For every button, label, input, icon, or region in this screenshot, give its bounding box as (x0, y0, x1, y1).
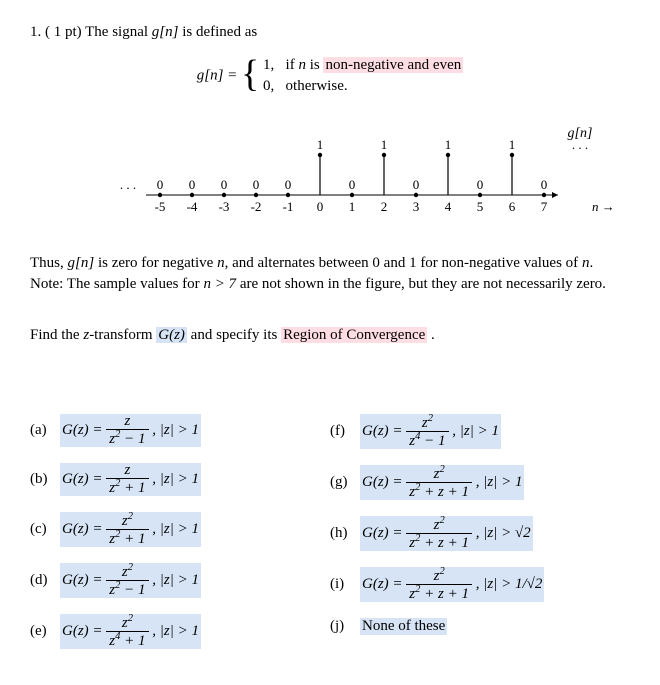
choice-label: (e) (30, 623, 60, 640)
choice-g: (g)G(z) = z2z2 + z + 1 , |z| > 1 (330, 465, 630, 500)
svg-text:0: 0 (317, 199, 324, 214)
svg-text:6: 6 (509, 199, 516, 214)
choice-eq: G(z) = z2z2 + z + 1 , |z| > 1/√2 (360, 567, 544, 602)
svg-text:1: 1 (349, 199, 356, 214)
roc-hl: Region of Convergence (281, 327, 427, 343)
choice-eq: G(z) = zz2 − 1 , |z| > 1 (60, 414, 201, 447)
svg-text:1: 1 (509, 137, 516, 152)
svg-text:1: 1 (317, 137, 324, 152)
svg-text:0: 0 (221, 177, 228, 192)
choice-i: (i)G(z) = z2z2 + z + 1 , |z| > 1/√2 (330, 567, 630, 602)
choice-label: (a) (30, 422, 60, 439)
svg-text:2: 2 (381, 199, 388, 214)
choice-label: (f) (330, 423, 360, 440)
svg-text:0: 0 (157, 177, 164, 192)
problem-number: 1. ( 1 pt) The signal (30, 24, 152, 40)
task-line: Find the z-transform G(z) and specify it… (30, 327, 630, 344)
choice-label: (j) (330, 618, 360, 635)
choice-label: (h) (330, 525, 360, 542)
case1-n: n (298, 57, 306, 73)
defined-as: is defined as (178, 24, 257, 40)
choice-label: (d) (30, 572, 60, 589)
choice-eq: G(z) = z2z2 − 1 , |z| > 1 (60, 563, 201, 598)
svg-text:0: 0 (541, 177, 548, 192)
svg-text:n →: n → (592, 199, 615, 214)
svg-text:0: 0 (285, 177, 292, 192)
choice-label: (b) (30, 471, 60, 488)
svg-text:0: 0 (413, 177, 420, 192)
svg-text:-1: -1 (283, 199, 294, 214)
svg-text:-3: -3 (219, 199, 230, 214)
cases: 1, if n is non-negative and even 0, othe… (263, 55, 463, 97)
case1-val: 1, (263, 57, 274, 73)
svg-text:0: 0 (253, 177, 260, 192)
choice-label: (i) (330, 576, 360, 593)
svg-text:3: 3 (413, 199, 420, 214)
choices-left-col: (a)G(z) = zz2 − 1 , |z| > 1(b)G(z) = zz2… (30, 398, 330, 665)
choice-b: (b)G(z) = zz2 + 1 , |z| > 1 (30, 463, 330, 496)
svg-text:-2: -2 (251, 199, 262, 214)
svg-text:1: 1 (445, 137, 452, 152)
choice-label: (c) (30, 521, 60, 538)
choice-d: (d)G(z) = z2z2 − 1 , |z| > 1 (30, 563, 330, 598)
svg-text:-5: -5 (155, 199, 166, 214)
choice-eq: G(z) = z2z2 + 1 , |z| > 1 (60, 512, 201, 547)
explain-line2: Note: The sample values for n > 7 are no… (30, 276, 630, 293)
gz-hl: G(z) (156, 327, 187, 343)
answer-choices: (a)G(z) = zz2 − 1 , |z| > 1(b)G(z) = zz2… (30, 398, 630, 665)
svg-text:g[n]: g[n] (568, 126, 593, 141)
choice-label: (g) (330, 474, 360, 491)
case2-cond: otherwise. (286, 78, 348, 94)
problem-header: 1. ( 1 pt) The signal g[n] is defined as (30, 24, 630, 41)
svg-text:1: 1 (381, 137, 388, 152)
case1-hl: non-negative and even (323, 57, 463, 73)
svg-text:-4: -4 (187, 199, 198, 214)
explain-line1: Thus, g[n] is zero for negative n, and a… (30, 255, 630, 272)
svg-text:4: 4 (445, 199, 452, 214)
choice-text: None of these (360, 618, 447, 635)
choices-right-col: (f)G(z) = z2z4 − 1 , |z| > 1(g)G(z) = z2… (330, 398, 630, 665)
choice-eq: G(z) = zz2 + 1 , |z| > 1 (60, 463, 201, 496)
case2-val: 0, (263, 78, 274, 94)
signal-name: g[n] (152, 24, 179, 40)
definition-equation: g[n] = { 1, if n is non-negative and eve… (30, 55, 630, 99)
svg-text:0: 0 (349, 177, 356, 192)
svg-text:0: 0 (189, 177, 196, 192)
case1-pre: if (286, 57, 299, 73)
svg-text:7: 7 (541, 199, 548, 214)
choice-eq: G(z) = z2z4 + 1 , |z| > 1 (60, 614, 201, 649)
choice-a: (a)G(z) = zz2 − 1 , |z| > 1 (30, 414, 330, 447)
choice-j: (j)None of these (330, 618, 630, 635)
svg-text:5: 5 (477, 199, 484, 214)
case1-is: is (306, 57, 324, 73)
brace: { (241, 55, 259, 93)
stem-plot: -5-4-3-2-1012345670000000001111. . .. . … (30, 117, 630, 237)
choice-eq: G(z) = z2z2 + z + 1 , |z| > 1 (360, 465, 524, 500)
choice-f: (f)G(z) = z2z4 − 1 , |z| > 1 (330, 414, 630, 449)
choice-eq: G(z) = z2z4 − 1 , |z| > 1 (360, 414, 501, 449)
choice-h: (h)G(z) = z2z2 + z + 1 , |z| > √2 (330, 516, 630, 551)
choice-c: (c)G(z) = z2z2 + 1 , |z| > 1 (30, 512, 330, 547)
eq-lhs: g[n] = (197, 67, 241, 83)
choice-e: (e)G(z) = z2z4 + 1 , |z| > 1 (30, 614, 330, 649)
svg-text:0: 0 (477, 177, 484, 192)
choice-eq: G(z) = z2z2 + z + 1 , |z| > √2 (360, 516, 533, 551)
svg-text:. . .: . . . (120, 177, 136, 192)
